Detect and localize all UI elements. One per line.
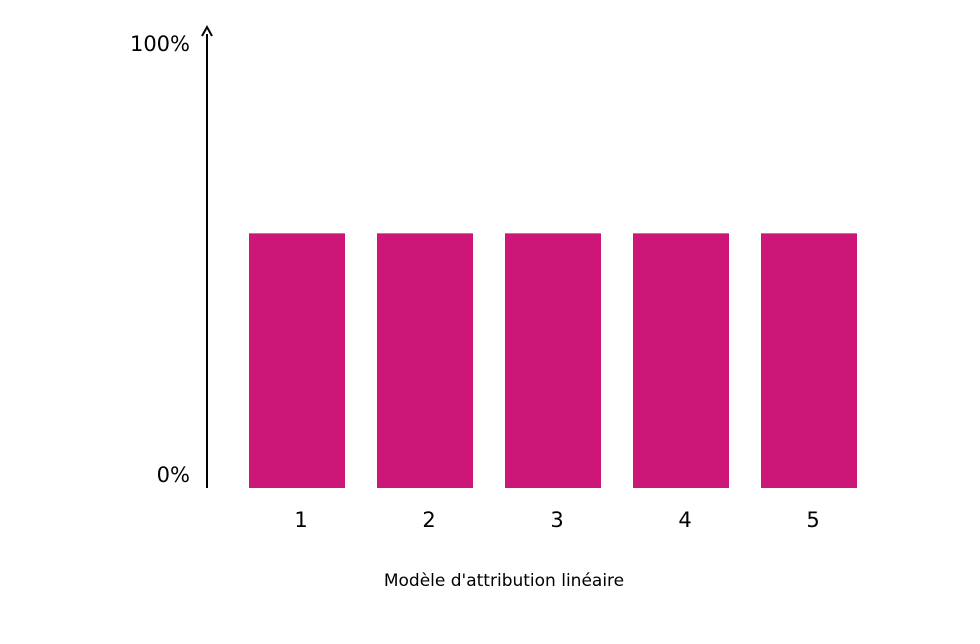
x-tick-label-3: 3 xyxy=(550,508,563,532)
x-tick-label-1: 1 xyxy=(294,508,307,532)
x-tick-label-2: 2 xyxy=(422,508,435,532)
bar-3 xyxy=(505,233,601,488)
x-tick-label-5: 5 xyxy=(806,508,819,532)
y-tick-label-bottom: 0% xyxy=(157,463,190,487)
bar-1 xyxy=(249,233,345,488)
y-tick-label-top: 100% xyxy=(130,32,190,56)
bar-5 xyxy=(761,233,857,488)
bar-4 xyxy=(633,233,729,488)
x-tick-label-4: 4 xyxy=(678,508,691,532)
bar-2 xyxy=(377,233,473,488)
x-axis-title: Modèle d'attribution linéaire xyxy=(384,571,624,591)
bars-group xyxy=(249,233,857,488)
x-tick-labels-group: 1 2 3 4 5 xyxy=(294,508,819,532)
y-axis-arrowhead xyxy=(201,24,213,37)
